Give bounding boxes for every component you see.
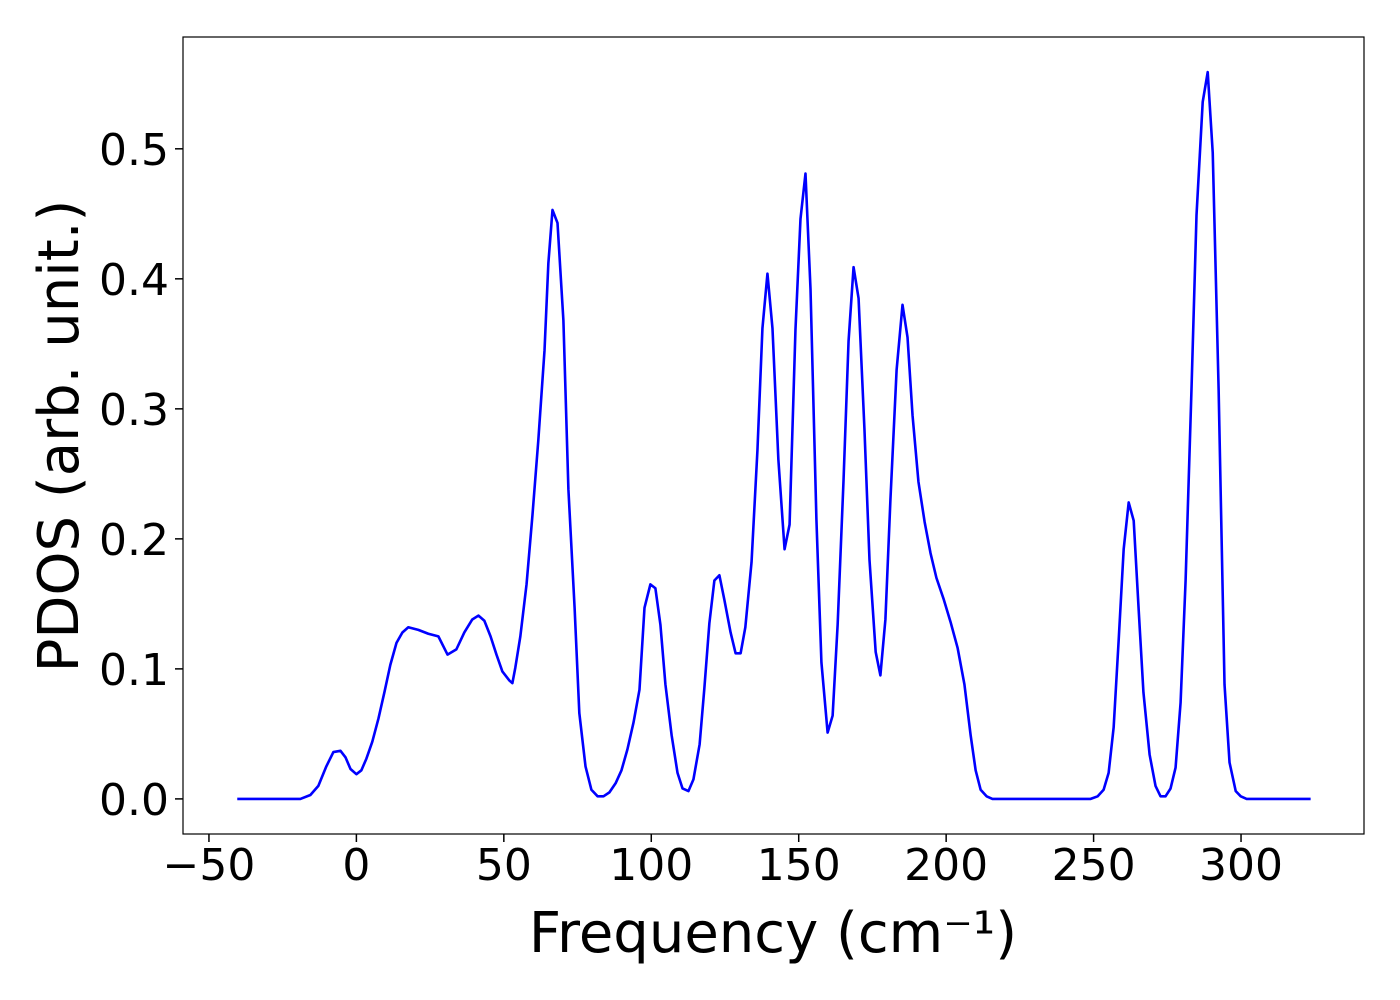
y-axis-label: PDOS (arb. unit.) <box>27 200 92 673</box>
x-tick-label: 50 <box>476 840 532 891</box>
x-tick-label: 300 <box>1199 840 1283 891</box>
data-line <box>237 70 1311 801</box>
x-tick-label: −50 <box>163 840 256 891</box>
x-axis-label: Frequency (cm⁻¹) <box>529 901 1017 966</box>
plot-frame <box>182 36 1365 835</box>
x-tick-label: 200 <box>904 840 988 891</box>
y-tick-label: 0.3 <box>99 385 169 436</box>
y-tick-label: 0.0 <box>99 775 169 826</box>
x-tick-label: 250 <box>1052 840 1136 891</box>
y-tick-label: 0.1 <box>99 645 169 696</box>
y-tick-label: 0.5 <box>99 125 169 176</box>
x-tick-label: 0 <box>342 840 370 891</box>
x-tick-label: 150 <box>757 840 841 891</box>
x-tick-label: 100 <box>609 840 693 891</box>
y-tick-label: 0.2 <box>99 515 169 566</box>
y-tick-label: 0.4 <box>99 255 169 306</box>
